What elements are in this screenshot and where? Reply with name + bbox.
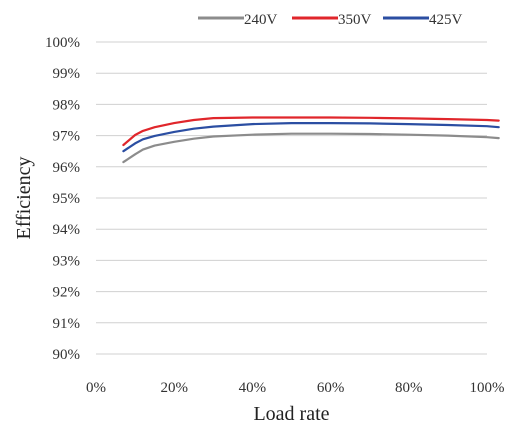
series-line-350V: [122, 116, 500, 147]
y-tick-label: 99%: [53, 66, 81, 82]
y-axis-title: Efficiency: [13, 157, 35, 240]
y-tick-label: 91%: [53, 316, 81, 332]
x-tick-labels: 0% 20% 40% 60% 80% 100%: [86, 380, 505, 396]
x-tick-label: 100%: [470, 380, 505, 396]
legend-label-350V: 350V: [338, 12, 372, 28]
legend-label-425V: 425V: [429, 12, 463, 28]
y-tick-label: 98%: [53, 97, 81, 113]
x-axis-title: Load rate: [253, 403, 329, 425]
y-tick-label: 96%: [53, 160, 81, 176]
x-tick-label: 40%: [239, 380, 267, 396]
series-line-425V: [122, 122, 500, 153]
y-tick-label: 100%: [45, 35, 80, 51]
x-tick-label: 80%: [395, 380, 423, 396]
x-tick-label: 60%: [317, 380, 345, 396]
y-tick-labels: 90% 91% 92% 93% 94% 95% 96% 97% 98% 99% 100%: [45, 35, 80, 363]
x-tick-label: 20%: [160, 380, 188, 396]
series-lines: [122, 116, 500, 164]
x-tick-label: 0%: [86, 380, 106, 396]
y-tick-label: 92%: [53, 285, 81, 301]
y-tick-label: 97%: [53, 129, 81, 145]
gridlines: [96, 41, 487, 355]
series-line-240V: [122, 132, 500, 164]
y-tick-label: 95%: [53, 191, 81, 207]
y-tick-label: 93%: [53, 253, 81, 269]
legend: 240V 350V 425V: [198, 12, 463, 28]
y-tick-label: 90%: [53, 347, 81, 363]
legend-label-240V: 240V: [244, 12, 278, 28]
y-tick-label: 94%: [53, 222, 81, 238]
